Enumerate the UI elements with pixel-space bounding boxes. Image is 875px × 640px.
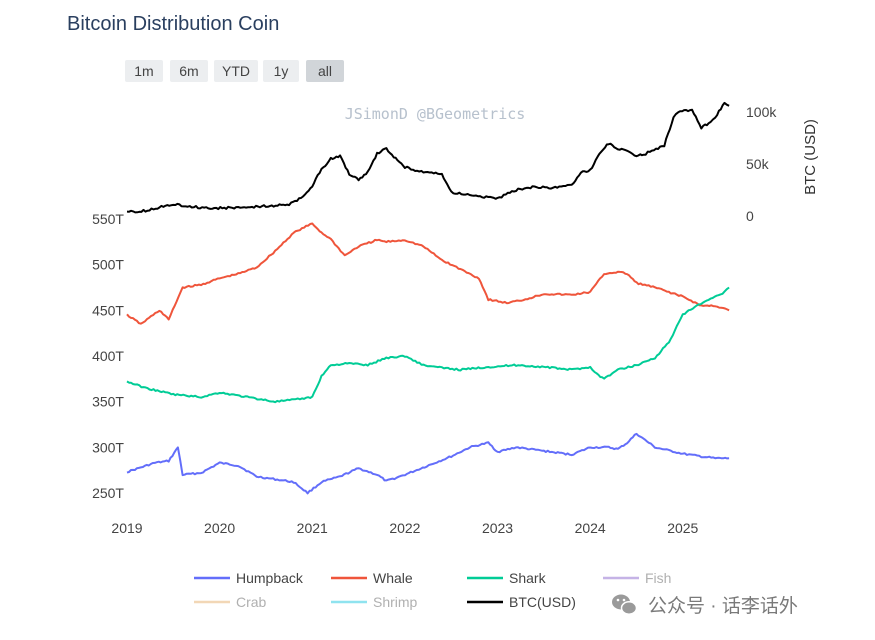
footer: 公众号 · 话李话外 bbox=[612, 594, 798, 617]
y-axis-right-title: BTC (USD) bbox=[802, 119, 819, 195]
legend-item-crab[interactable]: Crab bbox=[194, 594, 267, 610]
range-button-label: 1m bbox=[134, 63, 153, 79]
y-left-tick-label: 450T bbox=[92, 302, 124, 318]
legend-item-humpback[interactable]: Humpback bbox=[194, 570, 304, 586]
legend-label: BTC(USD) bbox=[509, 594, 576, 610]
y-axis-left: 250T 300T 350T 400T 450T 500T 550T bbox=[92, 211, 124, 501]
legend-item-shark[interactable]: Shark bbox=[467, 570, 547, 586]
series-line-shark bbox=[126, 286, 730, 404]
y-left-tick-label: 400T bbox=[92, 348, 124, 364]
y-axis-right: 0 50k 100k bbox=[746, 104, 777, 224]
y-right-tick-label: 50k bbox=[746, 156, 770, 172]
x-tick-label: 2019 bbox=[111, 520, 142, 536]
y-left-tick-label: 500T bbox=[92, 257, 124, 273]
x-tick-label: 2024 bbox=[575, 520, 606, 536]
x-tick-label: 2020 bbox=[204, 520, 235, 536]
legend-item-btc-usd[interactable]: BTC(USD) bbox=[467, 594, 576, 610]
range-selector: 1m 6m YTD 1y all bbox=[125, 60, 344, 82]
range-button-label: 6m bbox=[179, 63, 198, 79]
plot-area bbox=[126, 101, 730, 495]
range-button-all[interactable]: all bbox=[306, 60, 344, 82]
y-left-tick-label: 350T bbox=[92, 394, 124, 410]
series-line-humpback bbox=[126, 432, 730, 495]
range-button-label: 1y bbox=[274, 63, 289, 79]
legend-item-shrimp[interactable]: Shrimp bbox=[331, 594, 418, 610]
chart-title: Bitcoin Distribution Coin bbox=[67, 13, 279, 35]
x-tick-label: 2025 bbox=[667, 520, 698, 536]
watermark: JSimonD @BGeometrics bbox=[345, 105, 526, 123]
y-right-tick-label: 0 bbox=[746, 208, 754, 224]
legend-label: Crab bbox=[236, 594, 267, 610]
legend-label: Whale bbox=[373, 570, 413, 586]
y-right-tick-label: 100k bbox=[746, 104, 777, 120]
x-axis: 2019 2020 2021 2022 2023 2024 2025 bbox=[111, 520, 698, 536]
series-line-btc-usd bbox=[126, 101, 730, 214]
legend-label: Shrimp bbox=[373, 594, 418, 610]
legend-label: Shark bbox=[509, 570, 547, 586]
legend-label: Humpback bbox=[236, 570, 304, 586]
range-button-label: YTD bbox=[222, 63, 250, 79]
footer-text: 公众号 · 话李话外 bbox=[648, 595, 798, 617]
series-line-whale bbox=[126, 222, 730, 325]
range-button-ytd[interactable]: YTD bbox=[214, 60, 258, 82]
wechat-icon bbox=[612, 594, 638, 615]
x-tick-label: 2023 bbox=[482, 520, 513, 536]
legend: Humpback Whale Shark Fish Crab Shrimp BTC(USD) bbox=[194, 570, 671, 610]
y-left-tick-label: 550T bbox=[92, 211, 124, 227]
x-tick-label: 2022 bbox=[389, 520, 420, 536]
y-left-tick-label: 250T bbox=[92, 485, 124, 501]
x-tick-label: 2021 bbox=[297, 520, 328, 536]
legend-item-whale[interactable]: Whale bbox=[331, 570, 413, 586]
legend-label: Fish bbox=[645, 570, 671, 586]
legend-item-fish[interactable]: Fish bbox=[603, 570, 671, 586]
range-button-1m[interactable]: 1m bbox=[125, 60, 163, 82]
y-left-tick-label: 300T bbox=[92, 439, 124, 455]
range-button-6m[interactable]: 6m bbox=[170, 60, 208, 82]
range-button-1y[interactable]: 1y bbox=[263, 60, 299, 82]
range-button-label: all bbox=[318, 63, 332, 79]
